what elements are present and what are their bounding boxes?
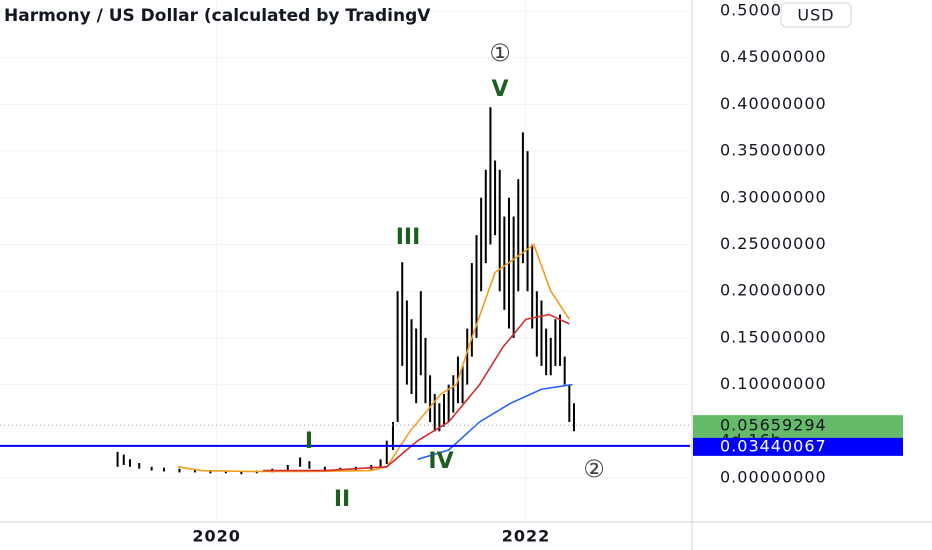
annotation: IV <box>428 449 453 474</box>
y-tick-label: 0.45000000 <box>720 47 827 66</box>
y-tick-label: 0.40000000 <box>720 94 827 113</box>
annotation: I <box>305 429 313 454</box>
y-tick-label: 0.30000000 <box>720 187 827 206</box>
y-tick-label: 0.25000000 <box>720 234 827 253</box>
annotation: V <box>491 77 508 102</box>
chart-title: Harmony / US Dollar (calculated by Tradi… <box>4 6 431 26</box>
annotation: ① <box>489 39 511 67</box>
level-label: 0.03440067 <box>720 436 827 455</box>
currency: USD <box>797 6 834 25</box>
price-label: 0.05659294 <box>720 416 827 435</box>
annotation: III <box>396 225 421 250</box>
y-tick-label: 0.35000000 <box>720 141 827 160</box>
annotation: II <box>334 487 350 512</box>
title-clip: Harmony / US Dollar (calculated by Tradi… <box>4 6 431 26</box>
moving-average <box>263 313 570 472</box>
moving-average <box>417 383 573 461</box>
level-tag <box>693 437 903 456</box>
y-tick-label: 0.15000000 <box>720 327 827 346</box>
currency-box <box>780 2 852 28</box>
x-tick-label: 2022 <box>502 527 551 546</box>
x-tick-label: 2020 <box>192 527 241 546</box>
y-tick-label: 0.20000000 <box>720 281 827 300</box>
y-tick-label: 0.10000000 <box>720 374 827 393</box>
y-tick-label: 0.00000000 <box>720 468 827 487</box>
annotation: ② <box>583 455 605 483</box>
moving-average <box>177 243 570 473</box>
